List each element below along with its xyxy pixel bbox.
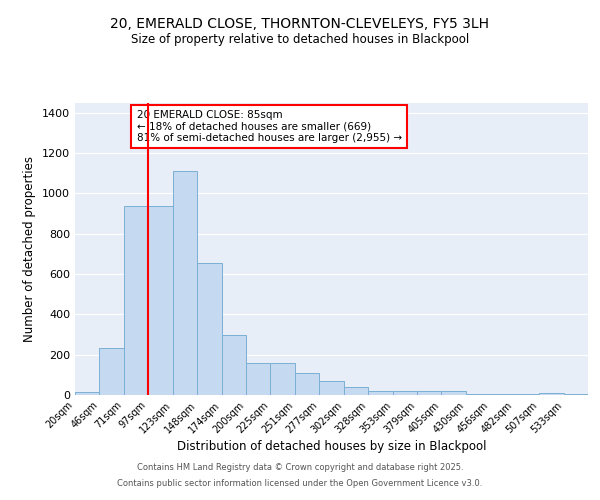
Bar bbox=[221, 335, 246, 395]
Bar bbox=[124, 206, 148, 395]
Bar bbox=[319, 381, 344, 395]
Bar bbox=[148, 206, 173, 395]
Bar bbox=[173, 171, 197, 395]
Bar bbox=[368, 390, 392, 395]
Bar bbox=[515, 394, 539, 395]
Bar bbox=[271, 363, 295, 395]
Bar bbox=[563, 394, 588, 395]
Text: 20 EMERALD CLOSE: 85sqm
← 18% of detached houses are smaller (669)
81% of semi-d: 20 EMERALD CLOSE: 85sqm ← 18% of detache… bbox=[137, 110, 401, 143]
Bar bbox=[539, 393, 563, 395]
Bar bbox=[490, 394, 515, 395]
Text: Contains HM Land Registry data © Crown copyright and database right 2025.: Contains HM Land Registry data © Crown c… bbox=[137, 464, 463, 472]
Bar bbox=[75, 392, 100, 395]
Text: Size of property relative to detached houses in Blackpool: Size of property relative to detached ho… bbox=[131, 32, 469, 46]
Bar bbox=[392, 390, 417, 395]
Bar bbox=[197, 263, 221, 395]
X-axis label: Distribution of detached houses by size in Blackpool: Distribution of detached houses by size … bbox=[177, 440, 486, 454]
Y-axis label: Number of detached properties: Number of detached properties bbox=[23, 156, 37, 342]
Text: 20, EMERALD CLOSE, THORNTON-CLEVELEYS, FY5 3LH: 20, EMERALD CLOSE, THORNTON-CLEVELEYS, F… bbox=[110, 18, 490, 32]
Bar bbox=[442, 392, 466, 395]
Bar bbox=[246, 362, 271, 395]
Bar bbox=[295, 374, 319, 395]
Bar bbox=[100, 348, 124, 395]
Bar bbox=[344, 387, 368, 395]
Bar bbox=[417, 392, 442, 395]
Text: Contains public sector information licensed under the Open Government Licence v3: Contains public sector information licen… bbox=[118, 478, 482, 488]
Bar bbox=[466, 394, 490, 395]
